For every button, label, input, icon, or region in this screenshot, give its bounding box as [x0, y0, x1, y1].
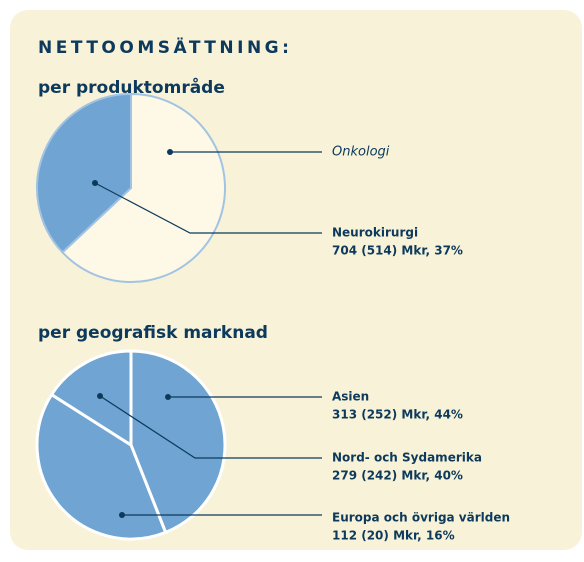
leader-dot: [97, 393, 103, 399]
chart-title: per produktområde: [38, 76, 225, 98]
chart-title: per geografisk marknad: [38, 323, 268, 343]
pie-slice: [61, 92, 226, 283]
heading: NETTOOMSÄTTNING:: [38, 36, 292, 58]
leader-line: [94, 182, 322, 234]
pie-slice: [35, 392, 168, 541]
slice-value-label: 279 (242) Mkr, 40%: [332, 469, 463, 483]
slice-value-label: 704 (514) Mkr, 37%: [332, 244, 463, 258]
leader-dot: [165, 394, 171, 400]
leader-dot: [92, 180, 98, 186]
slice-label: Onkologi: [332, 145, 390, 160]
leader-dot: [167, 149, 173, 155]
slice-value-label: 313 (252) Mkr, 44%: [332, 408, 463, 422]
pie-slice: [49, 349, 133, 448]
slice-label: Neurokirurgi: [332, 226, 418, 240]
slice-label: Asien: [332, 390, 369, 404]
pie-slice: [36, 92, 132, 254]
leader-line: [99, 395, 322, 459]
leader-dot: [119, 512, 125, 518]
slice-label: Nord- och Sydamerika: [332, 451, 482, 465]
slice-label: Europa och övriga världen: [332, 511, 510, 525]
slice-value-label: 112 (20) Mkr, 16%: [332, 529, 455, 543]
